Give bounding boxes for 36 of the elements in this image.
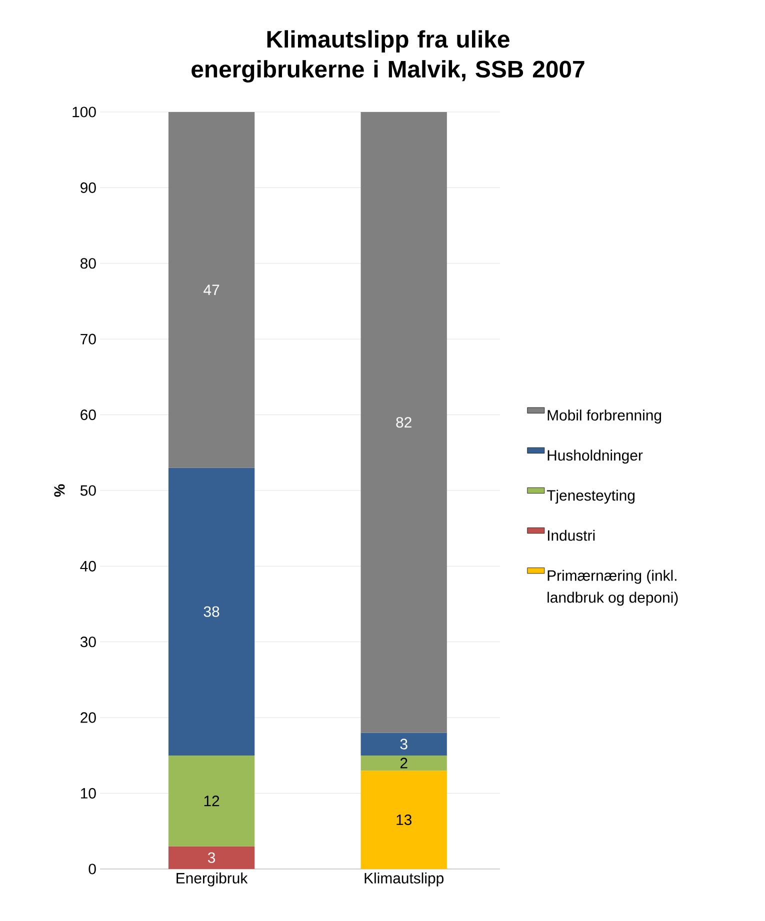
data-label: 3 (400, 738, 408, 750)
y-tick-label: 50 (80, 485, 96, 496)
y-tick-label: 40 (80, 560, 96, 572)
bar (360, 755, 447, 771)
y-tick-label: 100 (72, 106, 96, 118)
legend-label: Husholdninger (548, 450, 643, 464)
x-tick-label: Energibruk (176, 872, 248, 886)
legend-label: Tjenesteyting (546, 490, 634, 504)
data-label: 13 (396, 814, 412, 826)
data-label: 2 (400, 758, 408, 768)
y-tick-label: 70 (80, 334, 96, 344)
bar (360, 732, 447, 756)
y-tick-label: 90 (80, 182, 96, 193)
x-tick-label: Klimautslipp (364, 872, 444, 886)
data-label: 12 (204, 796, 220, 806)
bar (360, 770, 447, 869)
chart-title: Klimautslipp fra ulike energibrukerne i Malvik, SSB 2007 (192, 30, 584, 82)
y-tick-label: 0 (88, 864, 96, 874)
y-axis-title: % (54, 484, 65, 497)
bar (168, 846, 255, 869)
y-tick-label: 30 (80, 636, 96, 648)
data-label: 82 (396, 417, 412, 428)
y-tick-label: 80 (80, 258, 96, 269)
legend-label: Primærnæring (inkl. landbruk og deponi) (548, 570, 678, 606)
data-label: 38 (204, 606, 220, 617)
y-tick-label: 60 (80, 409, 96, 420)
y-tick-label: 10 (81, 788, 96, 799)
bar (168, 468, 255, 756)
data-label: 3 (208, 852, 216, 863)
data-label: 47 (204, 284, 220, 296)
legend-label: Industri (548, 530, 595, 541)
bar (360, 112, 447, 733)
legend-label: Mobil forbrenning (548, 410, 662, 424)
y-tick-label: 20 (80, 712, 96, 723)
bar (168, 755, 255, 846)
bar (168, 112, 255, 468)
